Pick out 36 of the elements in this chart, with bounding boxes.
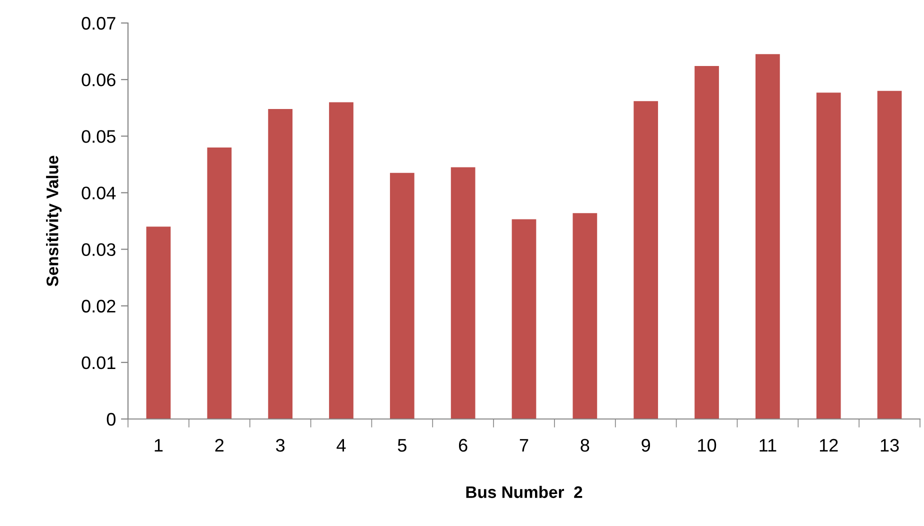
y-tick-label: 0.02 (82, 300, 116, 313)
x-tick-label: 11 (760, 439, 776, 452)
x-tick-label: 6 (458, 438, 468, 452)
bar (207, 147, 232, 419)
y-tick-label: 0.03 (82, 243, 116, 256)
x-axis-title: Bus Number 2 (466, 486, 582, 498)
bar (268, 108, 292, 419)
x-tick-label: 2 (215, 438, 224, 452)
y-tick-label: 0.04 (82, 186, 116, 200)
bar (390, 172, 414, 419)
bar (572, 213, 598, 419)
y-tick-label: 0.01 (82, 356, 116, 370)
bar (877, 90, 902, 419)
bar (634, 101, 658, 419)
x-tick-label: 7 (520, 439, 528, 452)
x-tick-label: 10 (698, 438, 716, 452)
bar (694, 66, 719, 419)
x-tick-label: 4 (336, 439, 346, 452)
x-tick-label: 13 (880, 438, 899, 452)
x-tick-label: 3 (276, 438, 285, 452)
y-axis-title: Sensitivity Value (46, 156, 62, 286)
x-tick-label: 8 (580, 438, 590, 452)
x-tick-label: 5 (398, 439, 406, 452)
bar (450, 167, 476, 419)
y-tick-label: 0.06 (82, 74, 116, 86)
x-tick-label: 9 (642, 438, 650, 452)
y-tick-label: 0 (106, 412, 116, 426)
bar (146, 226, 171, 419)
bar (816, 92, 841, 419)
x-tick-label: 12 (820, 438, 838, 452)
y-tick-label: 0.07 (82, 16, 116, 30)
bar (329, 102, 354, 419)
x-tick-label: 1 (154, 439, 163, 452)
bar (756, 54, 780, 419)
y-tick-label: 0.05 (82, 130, 116, 143)
bar (512, 219, 536, 419)
